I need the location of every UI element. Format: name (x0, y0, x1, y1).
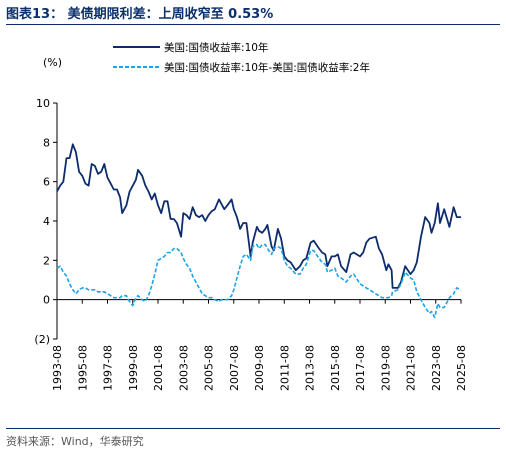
x-tick-label: 2007-08 (228, 345, 241, 391)
y-tick-label: 10 (36, 97, 50, 110)
title-divider (6, 24, 500, 25)
x-tick-label: 1995-08 (76, 345, 89, 391)
series-line-10y-yield (56, 143, 461, 289)
x-tick-label: 2011-08 (278, 345, 291, 391)
x-tick-label: 2025-08 (455, 345, 468, 391)
x-tick-label: 2009-08 (253, 345, 266, 391)
series-group (56, 143, 462, 319)
x-tick-label: 2001-08 (152, 345, 165, 391)
y-axis-unit-label: (%) (43, 56, 62, 69)
x-tick-label: 2023-08 (430, 345, 443, 391)
x-tick-label: 2015-08 (329, 345, 342, 391)
y-tick-label: 6 (43, 176, 50, 189)
x-tick-label: 1999-08 (127, 345, 140, 391)
legend-label: 美国:国债收益率:10年 (164, 41, 268, 54)
chart-title: 图表13： 美债期限利差：上周收窄至 0.53% (6, 7, 274, 22)
x-tick-label: 2013-08 (304, 345, 317, 391)
x-tick-label: 1997-08 (102, 345, 115, 391)
y-tick-label: 4 (43, 215, 50, 228)
series-line-10y-2y-spread (56, 243, 462, 319)
x-tick-label: 2021-08 (405, 345, 418, 391)
y-tick-label: 8 (43, 136, 50, 149)
x-tick-label: 2005-08 (203, 345, 216, 391)
y-axis: (2) 0 2 4 6 8 10 (34, 97, 58, 346)
x-tick-label: 1993-08 (51, 345, 64, 391)
x-axis: 1993-08 1995-08 1997-08 1999-08 2001-08 2003-… (51, 299, 468, 391)
x-tick-label: 2003-08 (177, 345, 190, 391)
legend-label: 美国:国债收益率:10年-美国:国债收益率:2年 (164, 61, 370, 74)
x-tick-label: 2017-08 (354, 345, 367, 391)
y-tick-label: 0 (43, 294, 50, 307)
footer-divider (6, 428, 500, 429)
source-note: 资料来源：Wind，华泰研究 (6, 435, 144, 448)
y-tick-label: 2 (43, 254, 50, 267)
x-tick-label: 2019-08 (379, 345, 392, 391)
y-tick-label: (2) (34, 333, 50, 346)
